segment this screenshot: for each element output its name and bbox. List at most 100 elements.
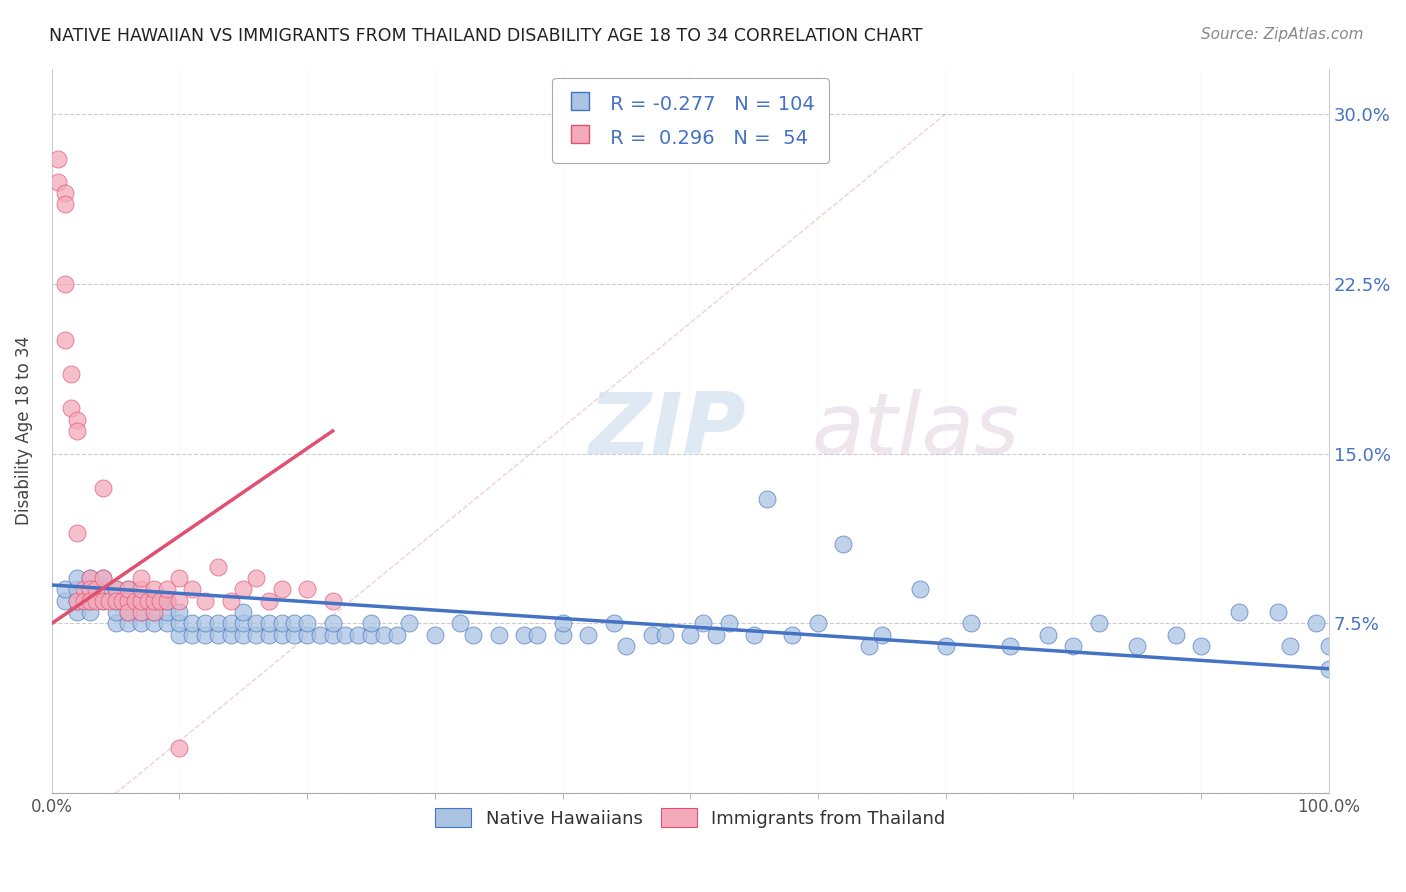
Point [53, 277, 76, 291]
Point [1036, 628, 1059, 642]
Point [117, 582, 139, 597]
Point [79, 582, 101, 597]
Point [616, 639, 638, 653]
Point [86, 582, 108, 597]
Point [66, 571, 89, 585]
Point [86, 594, 108, 608]
Point [66, 424, 89, 438]
Point [679, 628, 702, 642]
Point [360, 628, 382, 642]
Point [232, 628, 254, 642]
Point [1126, 639, 1149, 653]
Point [91, 571, 114, 585]
Point [232, 582, 254, 597]
Point [1279, 639, 1302, 653]
Point [257, 616, 280, 631]
Point [156, 605, 179, 619]
Point [373, 628, 395, 642]
Point [270, 616, 292, 631]
Point [91, 594, 114, 608]
Point [742, 628, 765, 642]
Point [207, 628, 229, 642]
Point [73, 582, 96, 597]
Point [104, 616, 127, 631]
Point [654, 628, 676, 642]
Point [79, 571, 101, 585]
Point [245, 628, 267, 642]
Point [270, 628, 292, 642]
Point [1189, 639, 1212, 653]
Point [576, 628, 599, 642]
Point [142, 594, 165, 608]
Point [295, 628, 318, 642]
Point [142, 582, 165, 597]
Point [66, 582, 89, 597]
Point [142, 594, 165, 608]
Point [692, 616, 714, 631]
Point [641, 628, 664, 642]
Point [117, 582, 139, 597]
Y-axis label: Disability Age 18 to 34: Disability Age 18 to 34 [15, 336, 32, 525]
Point [1317, 662, 1340, 676]
Point [219, 616, 242, 631]
Point [111, 594, 134, 608]
Point [104, 582, 127, 597]
Point [398, 616, 420, 631]
Point [755, 491, 778, 506]
Point [46, 152, 69, 166]
Point [257, 628, 280, 642]
Point [1305, 616, 1327, 631]
Point [551, 616, 574, 631]
Text: NATIVE HAWAIIAN VS IMMIGRANTS FROM THAILAND DISABILITY AGE 18 TO 34 CORRELATION : NATIVE HAWAIIAN VS IMMIGRANTS FROM THAIL… [49, 27, 922, 45]
Point [117, 605, 139, 619]
Point [169, 616, 191, 631]
Point [117, 616, 139, 631]
Point [79, 582, 101, 597]
Point [73, 594, 96, 608]
Point [91, 594, 114, 608]
Point [156, 616, 179, 631]
Point [858, 639, 880, 653]
Point [360, 616, 382, 631]
Point [551, 628, 574, 642]
Point [245, 571, 267, 585]
Point [142, 605, 165, 619]
Text: ZIP: ZIP [588, 390, 745, 473]
Point [1088, 616, 1111, 631]
Point [46, 175, 69, 189]
Point [449, 616, 471, 631]
Point [53, 582, 76, 597]
Point [129, 594, 152, 608]
Text: Source: ZipAtlas.com: Source: ZipAtlas.com [1201, 27, 1364, 42]
Point [181, 628, 204, 642]
Point [602, 616, 624, 631]
Point [169, 571, 191, 585]
Point [245, 616, 267, 631]
Point [117, 594, 139, 608]
Point [79, 605, 101, 619]
Point [169, 605, 191, 619]
Point [91, 481, 114, 495]
Point [488, 628, 510, 642]
Point [91, 571, 114, 585]
Point [283, 628, 305, 642]
Point [181, 616, 204, 631]
Point [124, 594, 146, 608]
Point [53, 186, 76, 200]
Point [194, 616, 217, 631]
Point [129, 582, 152, 597]
Point [717, 616, 740, 631]
Point [219, 594, 242, 608]
Point [232, 605, 254, 619]
Point [59, 401, 82, 416]
Point [322, 628, 344, 642]
Point [782, 628, 804, 642]
Point [232, 616, 254, 631]
Point [295, 582, 318, 597]
Point [335, 628, 357, 642]
Point [156, 594, 179, 608]
Point [59, 368, 82, 382]
Point [270, 582, 292, 597]
Point [194, 594, 217, 608]
Point [117, 594, 139, 608]
